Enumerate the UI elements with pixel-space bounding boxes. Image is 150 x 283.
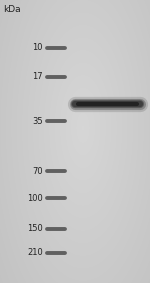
Text: 100: 100 [27,194,43,203]
Text: 210: 210 [27,248,43,257]
Text: 35: 35 [32,117,43,126]
Text: kDa: kDa [3,5,21,14]
Text: 150: 150 [27,224,43,233]
Text: 10: 10 [32,43,43,52]
Text: 70: 70 [32,167,43,176]
Text: 17: 17 [32,72,43,82]
